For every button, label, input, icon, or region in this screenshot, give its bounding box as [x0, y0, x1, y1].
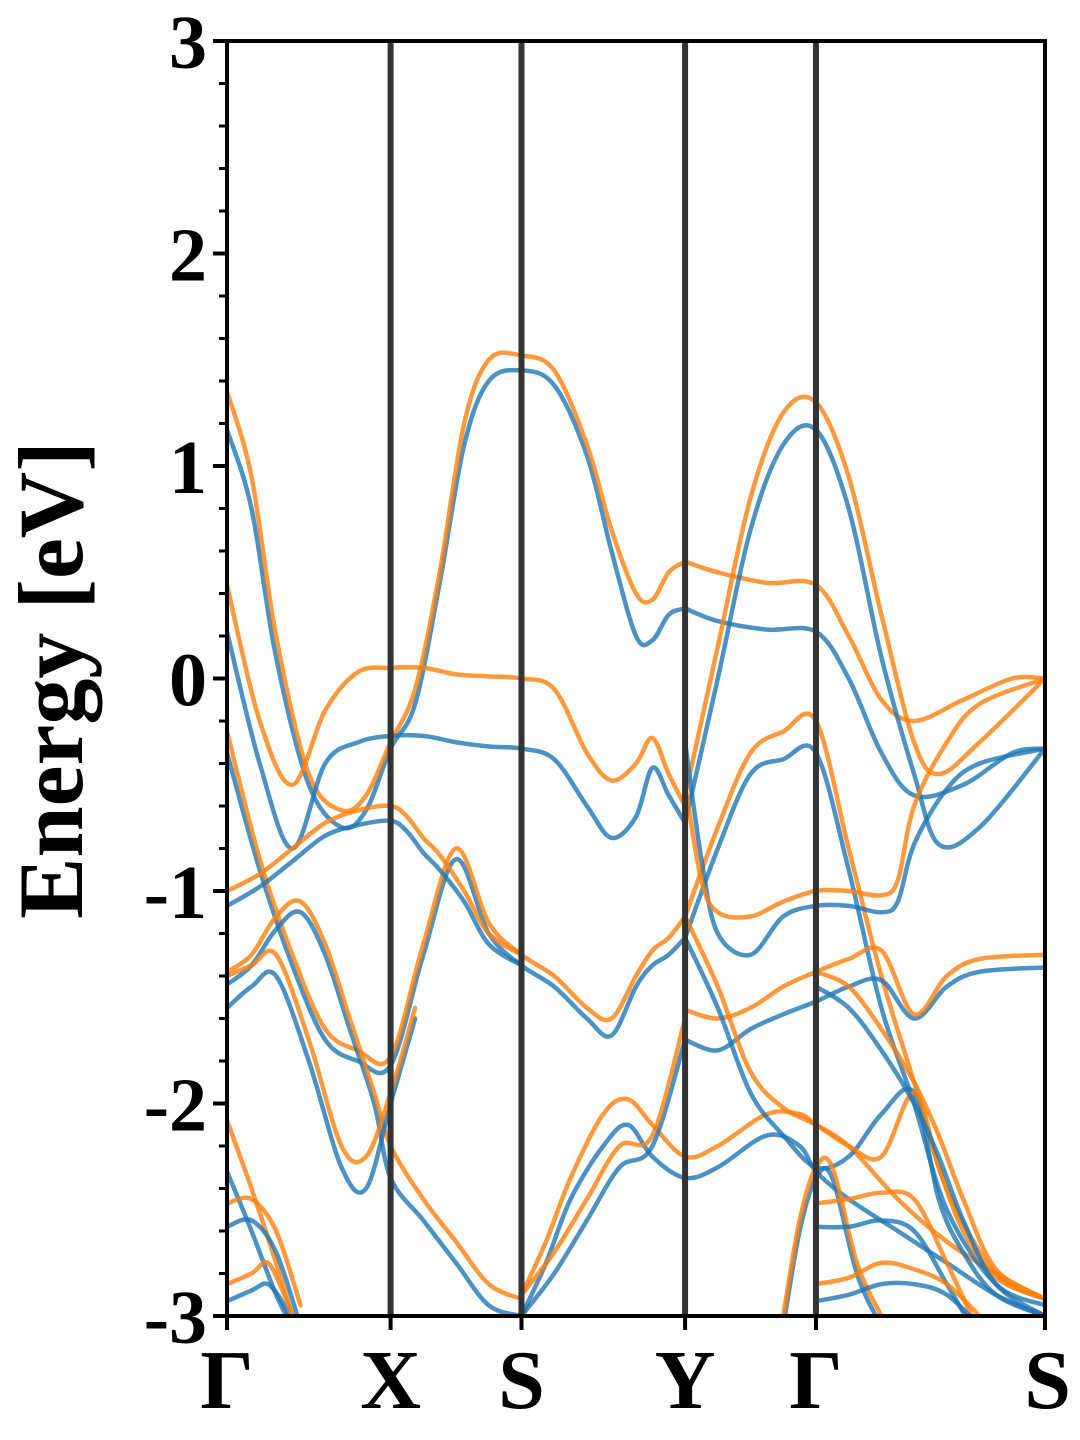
band-line-blue-32: [682, 935, 1045, 1316]
band-line-orange-29: [682, 676, 1045, 920]
band-line-orange-23: [682, 559, 1045, 724]
y-tick-label: 3: [169, 1, 207, 85]
band-line-blue-18: [519, 1122, 1045, 1316]
band-line-blue-22: [682, 606, 1045, 800]
x-tick-label: Γ: [789, 1334, 842, 1427]
x-tick-label: Y: [655, 1334, 716, 1427]
band-line-orange-39: [813, 1189, 974, 1316]
y-tick-label: 2: [169, 214, 207, 298]
band-line-orange-5: [227, 729, 688, 1067]
band-line-blue-20: [519, 1037, 688, 1316]
x-tick-label: X: [360, 1334, 421, 1427]
band-line-orange-15: [227, 1195, 303, 1308]
y-tick-label: -3: [144, 1276, 207, 1360]
band-line-orange-19: [519, 1096, 1045, 1302]
band-line-blue-16: [227, 1281, 292, 1316]
band-line-orange-33: [682, 914, 1045, 1302]
band-line-blue-34: [782, 1166, 879, 1316]
y-tick-label: 1: [169, 426, 207, 510]
band-line-blue-24: [682, 423, 1045, 850]
band-line-orange-21: [519, 1016, 688, 1298]
band-line-blue-38: [813, 1218, 968, 1316]
band-line-orange-41: [813, 1260, 982, 1316]
band-line-blue-26: [682, 743, 1045, 1308]
x-tick-label: S: [498, 1334, 545, 1427]
y-tick-label: 0: [169, 639, 207, 723]
band-line-orange-25: [682, 394, 1045, 798]
band-line-orange-3: [227, 582, 688, 809]
band-line-blue-28: [682, 740, 1045, 958]
band-line-blue-8: [227, 909, 524, 1316]
band-line-orange-1: [227, 350, 688, 814]
band-line-blue-14: [227, 1217, 300, 1316]
band-line-blue-40: [813, 1280, 973, 1316]
band-line-orange-31: [682, 945, 1045, 1021]
band-line-orange-35: [780, 1155, 884, 1316]
bands-layer: [227, 350, 1045, 1316]
band-line-orange-37: [813, 969, 1045, 1302]
band-line-orange-9: [227, 898, 524, 1302]
band-line-orange-17: [227, 1259, 295, 1316]
band-line-blue-6: [227, 818, 524, 968]
x-tick-label: Γ: [200, 1334, 253, 1427]
kpoint-lines: [387, 41, 819, 1316]
band-line-orange-7: [227, 803, 524, 958]
y-tick-label: -1: [144, 851, 207, 935]
x-tick-label: S: [1024, 1334, 1071, 1427]
band-line-blue-0: [227, 367, 688, 831]
band-line-blue-36: [813, 984, 1045, 1316]
y-tick-label: -2: [144, 1064, 207, 1148]
y-axis-label: Energy [eV]: [0, 441, 102, 919]
band-line-blue-4: [227, 750, 688, 1076]
y-axis: 3 2 1 0 -1 -2 -3: [144, 1, 227, 1360]
